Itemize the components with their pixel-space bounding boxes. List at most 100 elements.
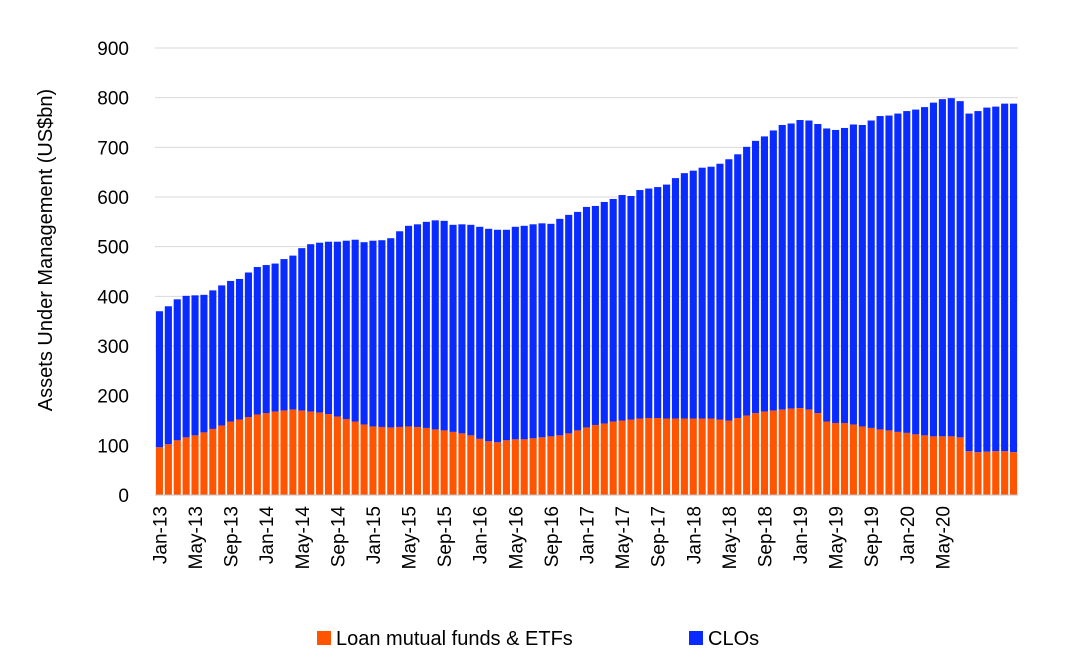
bar-loan-funds	[760, 411, 768, 495]
bar-loan-funds	[431, 429, 439, 495]
bar-loan-funds	[191, 435, 199, 495]
bar-loan-funds	[333, 416, 341, 495]
bar-clos	[903, 111, 911, 433]
bar-clos	[760, 136, 768, 412]
bar-clos	[520, 225, 528, 440]
bar-loan-funds	[947, 436, 955, 495]
bar-clos	[449, 224, 457, 432]
bar-loan-funds	[840, 422, 849, 495]
bar-clos	[787, 123, 795, 409]
bar-clos	[867, 120, 875, 428]
legend-swatch-clos	[689, 631, 703, 645]
y-tick-label: 600	[97, 188, 129, 209]
bar-clos	[965, 113, 973, 452]
bar-clos	[244, 272, 252, 418]
bar-loan-funds	[983, 451, 991, 495]
x-tick-label: Sep-18	[755, 506, 776, 567]
bar-clos	[600, 201, 608, 424]
bar-clos	[885, 115, 893, 431]
bar-clos	[645, 188, 653, 419]
bar-clos	[805, 120, 813, 410]
y-tick-label: 0	[118, 486, 129, 507]
bar-loan-funds	[173, 440, 181, 495]
y-axis-label: Assets Under Management (US$bn)	[35, 89, 57, 411]
bar-loan-funds	[671, 418, 680, 495]
bar-clos	[396, 231, 404, 427]
bar-loan-funds	[814, 413, 822, 495]
bar-clos	[618, 195, 626, 421]
bar-loan-funds	[289, 409, 297, 495]
bar-loan-funds	[627, 419, 635, 495]
bar-clos	[1009, 103, 1018, 453]
bar-loan-funds	[485, 441, 493, 495]
bar-loan-funds	[751, 413, 760, 495]
bar-clos	[912, 109, 920, 435]
bar-loan-funds	[903, 432, 911, 495]
x-tick-label: May-17	[613, 506, 634, 569]
bar-clos	[894, 113, 902, 432]
x-tick-label: May-16	[506, 506, 527, 569]
x-tick-label: Jan-19	[791, 506, 812, 564]
bar-loan-funds	[351, 421, 359, 495]
bar-clos	[876, 116, 884, 430]
bar-loan-funds	[369, 426, 377, 495]
bar-clos	[840, 127, 849, 423]
x-tick-label: May-18	[720, 506, 741, 569]
bar-clos	[440, 220, 448, 431]
x-tick-label: Jan-20	[898, 506, 919, 564]
bar-loan-funds	[574, 430, 582, 495]
bar-clos	[582, 206, 591, 428]
bar-loan-funds	[912, 434, 920, 495]
bar-loan-funds	[956, 437, 964, 495]
bar-loan-funds	[974, 452, 982, 495]
bar-loan-funds	[778, 409, 786, 495]
bar-loan-funds	[298, 410, 306, 495]
bar-clos	[814, 123, 822, 414]
x-tick-label: Sep-13	[222, 506, 243, 567]
bar-loan-funds	[155, 447, 164, 495]
bar-loan-funds	[307, 411, 315, 495]
bar-loan-funds	[600, 423, 608, 495]
bar-loan-funds	[716, 419, 724, 495]
x-tick-label: May-19	[827, 506, 848, 569]
bar-loan-funds	[556, 435, 564, 495]
bar-clos	[858, 124, 866, 427]
bar-loan-funds	[787, 408, 795, 495]
bar-loan-funds	[511, 439, 519, 495]
y-axis-ticks: 0 100 200 300 400 500 600 700 800 900	[97, 39, 129, 507]
bar-loan-funds	[316, 412, 324, 495]
bar-loan-funds	[876, 429, 884, 495]
bar-clos	[378, 240, 386, 427]
bar-clos	[298, 248, 306, 411]
bar-loan-funds	[280, 410, 288, 495]
bar-clos	[992, 106, 1000, 452]
bar-loan-funds	[743, 415, 751, 495]
x-tick-label: Jan-18	[684, 506, 705, 564]
bar-loan-funds	[396, 426, 404, 495]
bar-loan-funds	[271, 411, 279, 495]
bar-loan-funds	[200, 432, 208, 495]
bar-clos	[671, 178, 680, 419]
bar-loan-funds	[405, 426, 413, 495]
x-tick-label: Jan-17	[578, 506, 599, 564]
bar-clos	[173, 299, 181, 441]
bar-loan-funds	[725, 420, 733, 495]
bar-clos	[680, 173, 688, 419]
bar-clos	[324, 241, 333, 415]
bar-loan-funds	[476, 438, 484, 495]
bar-clos	[289, 255, 297, 410]
bar-loan-funds	[467, 435, 475, 495]
x-tick-label: May-13	[186, 506, 207, 569]
bar-clos	[947, 98, 955, 437]
bar-loan-funds	[324, 414, 333, 495]
bar-loan-funds	[769, 410, 777, 495]
bar-clos	[191, 295, 199, 436]
x-tick-label: May-20	[933, 506, 954, 569]
y-tick-label: 700	[97, 138, 129, 159]
bar-clos	[1001, 103, 1009, 452]
bar-loan-funds	[244, 417, 252, 495]
bar-clos	[734, 154, 742, 419]
bar-loan-funds	[609, 421, 617, 495]
legend-label-clos: CLOs	[708, 628, 759, 650]
bar-loan-funds	[342, 419, 350, 495]
